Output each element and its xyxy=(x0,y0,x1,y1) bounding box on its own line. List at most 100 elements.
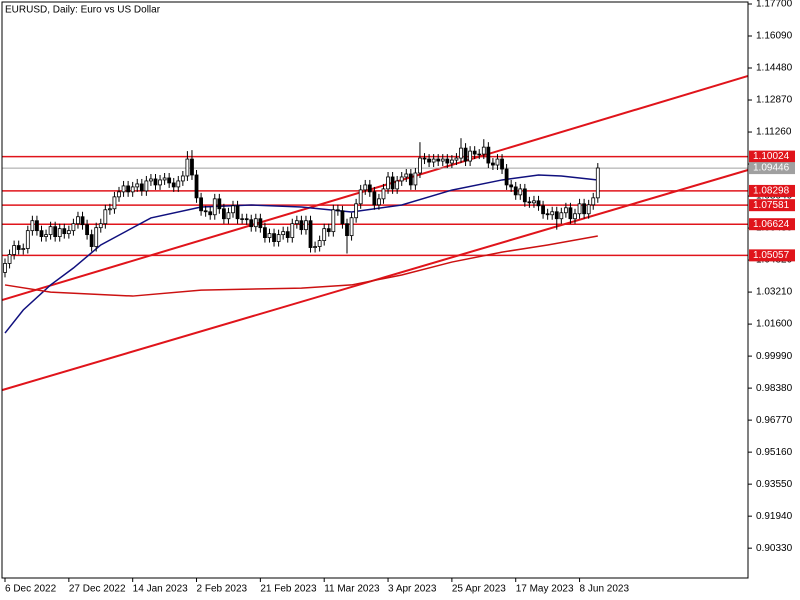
candle-body xyxy=(586,204,591,215)
y-tick-label: 1.17700 xyxy=(756,0,793,10)
candle-body xyxy=(554,211,559,220)
candle-body xyxy=(422,157,427,160)
x-tick-label: 3 Apr 2023 xyxy=(388,584,437,595)
candle-body xyxy=(504,168,509,186)
candle-body xyxy=(317,240,322,247)
candle-body xyxy=(48,226,53,236)
candle-body xyxy=(53,226,58,238)
candle-body xyxy=(62,228,67,235)
candle-body xyxy=(272,233,276,242)
level-label-box xyxy=(749,218,795,231)
candle-body xyxy=(71,223,76,232)
candle-body xyxy=(16,245,21,250)
y-tick-label: 0.95160 xyxy=(756,447,793,458)
candle-body xyxy=(208,211,213,216)
y-tick-label: 0.98380 xyxy=(756,383,793,394)
candle-body xyxy=(408,173,413,186)
candle-body xyxy=(285,231,290,239)
level-label: 1.10024 xyxy=(753,151,790,162)
y-tick-label: 1.16090 xyxy=(756,31,793,42)
candle-body xyxy=(463,147,468,162)
candle-body xyxy=(35,220,39,232)
candle-body xyxy=(263,227,267,239)
x-tick-label: 2 Feb 2023 xyxy=(197,584,248,595)
x-tick-label: 25 Apr 2023 xyxy=(452,584,506,595)
candle-body xyxy=(281,231,286,236)
candle-body xyxy=(294,220,299,225)
candle-body xyxy=(427,158,431,163)
candle-body xyxy=(117,191,121,198)
candle-body xyxy=(477,153,482,156)
candle-body xyxy=(44,234,48,238)
candle-body xyxy=(436,158,441,162)
candle-body xyxy=(89,234,94,247)
level-label-box xyxy=(749,184,795,197)
candle-body xyxy=(313,246,317,248)
x-tick-label: 27 Dec 2022 xyxy=(69,584,126,595)
candle-body xyxy=(454,157,459,161)
candle-body xyxy=(235,205,240,220)
y-tick-label: 0.96770 xyxy=(756,415,793,426)
x-tick-label: 6 Dec 2022 xyxy=(5,584,57,595)
candle-body xyxy=(126,185,131,193)
candle-body xyxy=(180,175,185,182)
candle-body xyxy=(176,180,181,188)
candle-body xyxy=(354,203,359,219)
y-tick-label: 0.99990 xyxy=(756,351,793,362)
candle-body xyxy=(267,233,272,239)
x-tick-label: 17 May 2023 xyxy=(516,584,574,595)
candle-body xyxy=(331,209,336,233)
candle-body xyxy=(299,220,304,231)
candle-body xyxy=(550,211,555,216)
candle-body xyxy=(418,157,422,174)
candle-body xyxy=(162,177,167,181)
candle-body xyxy=(103,209,108,225)
chart-title: EURUSD, Daily: Euro vs US Dollar xyxy=(5,5,161,16)
x-tick-label: 8 Jun 2023 xyxy=(580,584,630,595)
candle-body xyxy=(386,176,390,190)
candle-body xyxy=(212,198,217,216)
candle-body xyxy=(57,228,62,238)
candle-body xyxy=(577,203,582,215)
candle-body xyxy=(404,173,409,178)
y-tick-label: 1.01600 xyxy=(756,319,793,330)
candle-body xyxy=(522,188,527,203)
candle-body xyxy=(244,218,249,221)
candle-body xyxy=(80,216,85,226)
candle-body xyxy=(559,212,564,220)
y-tick-label: 1.14480 xyxy=(756,63,793,74)
candle-body xyxy=(413,172,418,186)
candle-body xyxy=(568,207,573,220)
candle-body xyxy=(185,158,190,177)
y-tick-label: 1.12870 xyxy=(756,95,793,106)
candle-body xyxy=(217,198,222,210)
candle-body xyxy=(340,210,345,225)
moving-average xyxy=(4,235,598,297)
level-label: 1.05057 xyxy=(753,250,790,261)
x-tick-label: 14 Jan 2023 xyxy=(133,584,188,595)
candle-body xyxy=(335,209,340,212)
candle-body xyxy=(107,208,112,211)
candle-body xyxy=(12,245,17,255)
candle-body xyxy=(495,158,500,166)
level-label: 1.06624 xyxy=(753,219,790,230)
candle-body xyxy=(144,180,149,192)
candle-body xyxy=(518,188,523,196)
level-label-box xyxy=(749,199,795,212)
candle-body xyxy=(399,176,404,182)
candle-body xyxy=(76,216,80,225)
candle-body xyxy=(345,223,349,237)
candle-body xyxy=(139,183,144,192)
candle-body xyxy=(390,176,395,190)
level-label-box xyxy=(749,150,795,163)
candle-body xyxy=(322,228,327,241)
candle-body xyxy=(481,146,486,155)
candle-body xyxy=(85,224,89,236)
candle-body xyxy=(66,230,71,235)
candle-body xyxy=(199,197,203,212)
moving-average xyxy=(4,174,598,334)
candle-body xyxy=(308,220,313,248)
x-tick-label: 11 Mar 2023 xyxy=(324,584,380,595)
